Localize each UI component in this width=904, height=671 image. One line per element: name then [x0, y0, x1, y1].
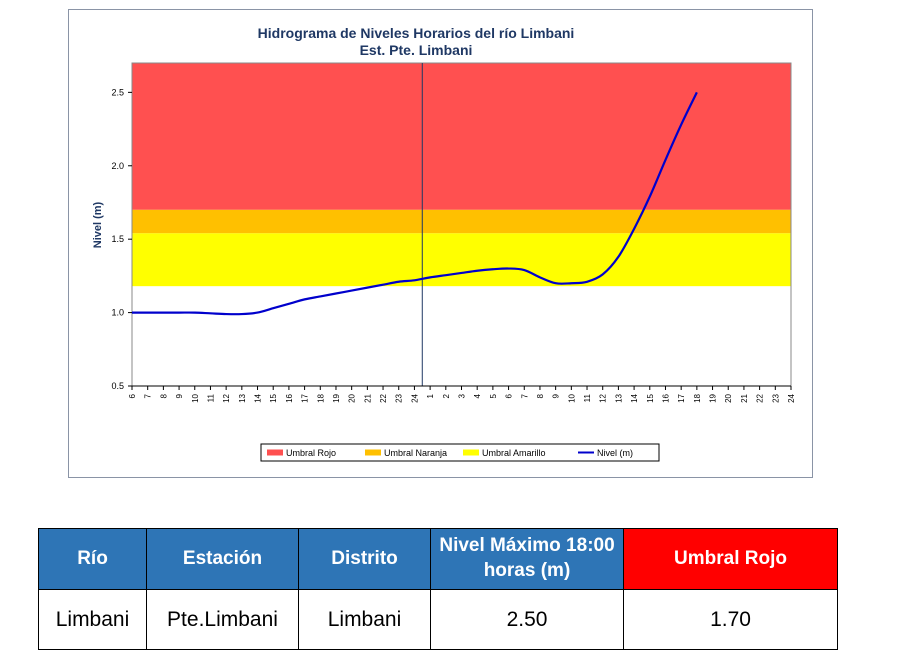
- x-tick-label: 24: [410, 393, 419, 402]
- x-tick-label: 18: [693, 393, 702, 402]
- x-tick-label: 19: [709, 393, 718, 402]
- x-tick-label: 13: [614, 393, 623, 402]
- chart-subtitle: Est. Pte. Limbani: [360, 42, 473, 58]
- cell-estacion: Pte.Limbani: [146, 589, 299, 650]
- y-tick-label: 2.5: [111, 87, 124, 97]
- band-umbral-rojo: [132, 63, 791, 210]
- legend-swatch: [365, 449, 381, 456]
- x-tick-label: 6: [128, 393, 137, 398]
- x-tick-label: 21: [740, 393, 749, 402]
- x-tick-label: 11: [206, 393, 215, 402]
- x-tick-label: 23: [771, 393, 780, 402]
- band-umbral-amarillo: [132, 233, 791, 287]
- legend-swatch: [267, 449, 283, 456]
- x-tick-label: 12: [222, 393, 231, 402]
- band-umbral-naranja: [132, 209, 791, 234]
- x-tick-label: 8: [536, 393, 545, 398]
- x-tick-label: 9: [552, 393, 561, 398]
- x-tick-label: 20: [348, 393, 357, 402]
- x-tick-label: 12: [599, 393, 608, 402]
- header-umbral-rojo: Umbral Rojo: [623, 528, 838, 590]
- x-tick-label: 23: [395, 393, 404, 402]
- x-tick-label: 22: [756, 393, 765, 402]
- cell-distrito: Limbani: [298, 589, 431, 650]
- x-tick-label: 7: [144, 393, 153, 398]
- x-tick-label: 17: [677, 393, 686, 402]
- x-tick-label: 16: [661, 393, 670, 402]
- x-tick-label: 24: [787, 393, 796, 402]
- x-tick-label: 20: [724, 393, 733, 402]
- x-tick-label: 19: [332, 393, 341, 402]
- series-line-nivel: [132, 91, 698, 316]
- y-tick-label: 1.0: [111, 308, 124, 318]
- y-axis-label: Nivel (m): [92, 201, 104, 248]
- x-tick-label: 18: [316, 393, 325, 402]
- x-tick-label: 10: [191, 393, 200, 402]
- x-tick-label: 14: [630, 393, 639, 402]
- table-header-row: Río Estación Distrito Nivel Máximo 18:00…: [38, 528, 838, 590]
- table-row: Limbani Pte.Limbani Limbani 2.50 1.70: [38, 589, 838, 650]
- y-tick-label: 2.0: [111, 161, 124, 171]
- y-tick-label: 0.5: [111, 381, 124, 391]
- x-tick-label: 6: [505, 393, 514, 398]
- legend-label: Umbral Rojo: [286, 448, 336, 458]
- cell-umbral-rojo: 1.70: [623, 589, 838, 650]
- x-tick-label: 14: [254, 393, 263, 402]
- x-tick-label: 15: [269, 393, 278, 402]
- x-tick-label: 1: [426, 393, 435, 398]
- cell-nivel-maximo: 2.50: [430, 589, 624, 650]
- header-estacion: Estación: [146, 528, 299, 590]
- chart-frame: Hidrograma de Niveles Horarios del río L…: [68, 9, 813, 478]
- x-tick-label: 21: [363, 393, 372, 402]
- data-table: Río Estación Distrito Nivel Máximo 18:00…: [38, 528, 838, 650]
- header-rio: Río: [38, 528, 147, 590]
- header-nivel-maximo: Nivel Máximo 18:00 horas (m): [430, 528, 624, 590]
- x-tick-label: 5: [489, 393, 498, 398]
- x-tick-label: 16: [285, 393, 294, 402]
- chart-title: Hidrograma de Niveles Horarios del río L…: [258, 25, 575, 41]
- x-tick-label: 15: [646, 393, 655, 402]
- x-tick-label: 2: [442, 393, 451, 398]
- legend-box: [260, 443, 660, 462]
- hydrograph-chart: Hidrograma de Niveles Horarios del río L…: [92, 25, 796, 462]
- x-tick-label: 22: [379, 393, 388, 402]
- x-tick-label: 13: [238, 393, 247, 402]
- y-tick-label: 1.5: [111, 234, 124, 244]
- legend-label: Umbral Amarillo: [482, 448, 546, 458]
- x-tick-label: 11: [583, 393, 592, 402]
- x-tick-label: 10: [567, 393, 576, 402]
- x-tick-label: 3: [458, 393, 467, 398]
- x-tick-label: 4: [473, 393, 482, 398]
- header-distrito: Distrito: [298, 528, 431, 590]
- cell-rio: Limbani: [38, 589, 147, 650]
- x-tick-label: 9: [175, 393, 184, 398]
- legend-label: Nivel (m): [597, 448, 633, 458]
- x-tick-label: 17: [301, 393, 310, 402]
- x-tick-label: 8: [159, 393, 168, 398]
- legend-label: Umbral Naranja: [384, 448, 447, 458]
- x-tick-label: 7: [520, 393, 529, 398]
- legend-swatch: [463, 449, 479, 456]
